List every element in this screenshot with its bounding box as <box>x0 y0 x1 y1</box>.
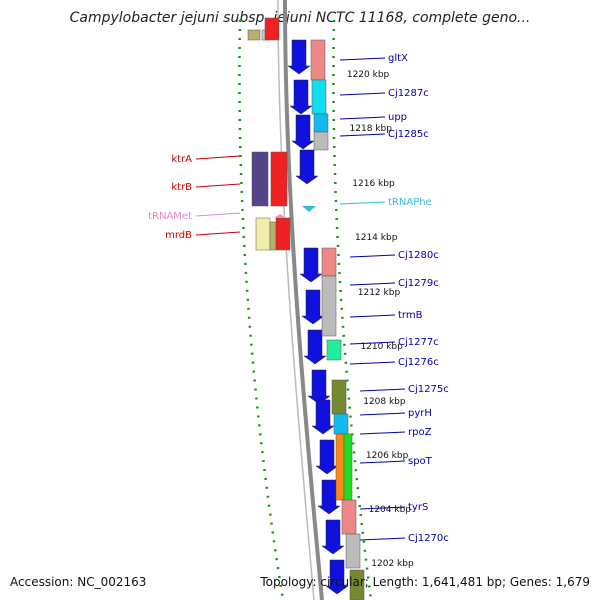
gene-block-right-7 <box>331 379 347 415</box>
gene-label-pyrH: pyrH <box>408 408 432 419</box>
trna-met-marker <box>274 214 286 218</box>
gene-block-left-6 <box>269 221 277 251</box>
genome-summary-text: Topology: circular; Length: 1,641,481 bp… <box>260 575 590 589</box>
label-line-Cj1279c <box>349 282 396 286</box>
gene-label-tyrS: tyrS <box>408 502 428 513</box>
backbone-outer <box>283 0 324 600</box>
kbp-tick-label: 1218 kbp <box>350 124 393 134</box>
trna-phe-marker <box>302 206 316 212</box>
gene-block-right-8 <box>333 413 349 435</box>
gene-block-right-5 <box>321 275 337 337</box>
gene-label-Cj1285c: Cj1285c <box>388 129 429 140</box>
label-line-Cj1285c <box>339 133 386 137</box>
label-line-tyrS <box>359 506 406 510</box>
outer-tick-ring <box>332 19 373 600</box>
gene-label-Cj1280c: Cj1280c <box>398 250 439 261</box>
gene-block-left-4 <box>270 151 288 207</box>
reverse-gene-arrow-2 <box>291 114 315 150</box>
label-line-Cj1277c <box>349 341 396 345</box>
kbp-tick-label: 1204 kbp <box>369 505 412 515</box>
label-line-spoT <box>359 460 406 464</box>
label-line-ktrB <box>195 183 241 188</box>
reverse-gene-arrow-5 <box>301 289 325 325</box>
gene-label-Cj1287c: Cj1287c <box>388 88 429 99</box>
inner-tick-ring <box>238 19 285 600</box>
gene-label-gltX: gltX <box>388 53 408 64</box>
kbp-tick-label: 1216 kbp <box>352 179 395 189</box>
reverse-gene-arrow-9 <box>315 439 339 475</box>
gene-block-left-7 <box>275 217 291 251</box>
map-title: Campylobacter jejuni subsp. jejuni NCTC … <box>69 10 531 26</box>
gene-block-right-2 <box>313 113 329 133</box>
reverse-gene-arrow-8 <box>311 399 335 435</box>
reverse-gene-arrow-0 <box>287 39 311 75</box>
gene-block-right-1 <box>311 79 327 115</box>
reverse-gene-arrow-1 <box>289 79 313 115</box>
gene-label-Cj1276c: Cj1276c <box>398 357 439 368</box>
label-line-Cj1287c <box>339 92 386 96</box>
kbp-tick-label: 1220 kbp <box>347 70 390 80</box>
reverse-gene-arrow-7 <box>307 369 331 405</box>
gene-block-right-4 <box>321 247 337 277</box>
gene-block-left-3 <box>251 151 269 207</box>
accession-text: Accession: NC_002163 <box>10 575 147 589</box>
kbp-tick-label: 1210 kbp <box>360 342 403 352</box>
gene-label-spoT: spoT <box>408 456 433 467</box>
label-line-mrdB <box>195 231 241 236</box>
gene-label-ktrA: ktrA <box>171 154 192 165</box>
gene-label-Cj1279c: Cj1279c <box>398 278 439 289</box>
kbp-tick-label: 1214 kbp <box>355 233 398 243</box>
gene-block-right-9 <box>335 433 345 501</box>
label-line-tRNAMet <box>195 212 241 217</box>
label-line-Cj1270c <box>359 537 406 541</box>
label-line-tRNAPhe <box>339 201 386 205</box>
kbp-tick-label: 1202 kbp <box>371 559 414 569</box>
gene-label-Cj1275c: Cj1275c <box>408 384 449 395</box>
gene-block-right-11 <box>341 499 357 535</box>
label-line-Cj1276c <box>349 361 396 365</box>
reverse-gene-arrow-3 <box>295 149 319 185</box>
label-line-upp <box>339 116 386 120</box>
kbp-tick-label: 1206 kbp <box>366 451 409 461</box>
label-line-gltX <box>339 57 386 61</box>
gene-block-right-12 <box>345 533 361 569</box>
gene-label-upp: upp <box>388 112 407 123</box>
reverse-gene-arrow-11 <box>321 519 345 555</box>
gene-block-left-5 <box>255 217 271 251</box>
gene-label-trmB: trmB <box>398 310 423 321</box>
gene-block-left-2 <box>264 17 280 41</box>
gene-label-tRNAPhe: tRNAPhe <box>388 197 432 208</box>
reverse-gene-arrow-12 <box>325 559 349 595</box>
gene-label-Cj1277c: Cj1277c <box>398 337 439 348</box>
kbp-tick-label: 1212 kbp <box>358 288 401 298</box>
label-line-rpoZ <box>359 431 406 435</box>
label-line-Cj1280c <box>349 254 396 258</box>
reverse-gene-arrow-4 <box>299 247 323 283</box>
kbp-tick-label: 1208 kbp <box>363 397 406 407</box>
label-line-Cj1275c <box>359 388 406 392</box>
gene-label-Cj1270c: Cj1270c <box>408 533 449 544</box>
gene-block-right-10 <box>343 433 353 501</box>
label-line-ktrA <box>195 155 241 160</box>
gene-label-ktrB: ktrB <box>171 182 192 193</box>
gene-block-right-3 <box>313 131 329 151</box>
label-line-pyrH <box>359 412 406 416</box>
gene-block-right-13 <box>349 569 365 600</box>
gene-label-mrdB: mrdB <box>165 230 192 241</box>
gene-block-right-6 <box>326 339 342 361</box>
backbone-inner <box>277 0 315 600</box>
gene-label-tRNAMet: tRNAMet <box>148 211 192 222</box>
gene-block-left-0 <box>247 29 261 41</box>
gene-block-right-0 <box>310 39 326 81</box>
label-line-trmB <box>349 314 396 318</box>
gene-label-rpoZ: rpoZ <box>408 427 432 438</box>
